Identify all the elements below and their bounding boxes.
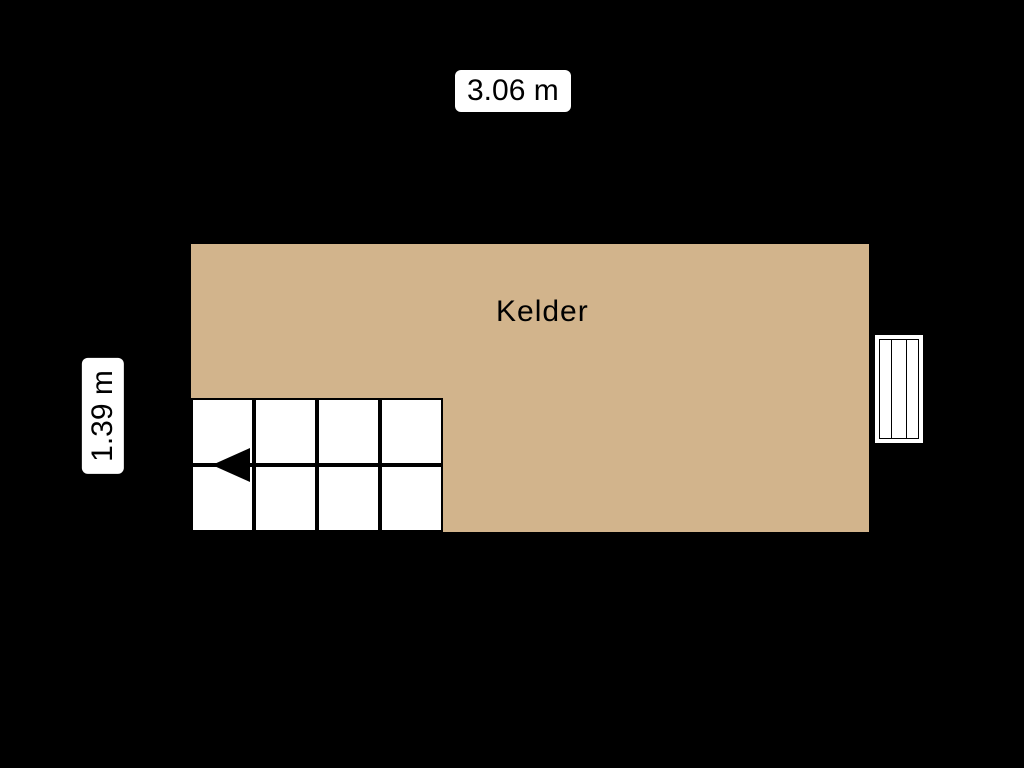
stair-step	[317, 465, 380, 532]
stair-step	[317, 398, 380, 465]
dimension-width-label: 3.06 m	[455, 70, 571, 112]
stairs-direction-arrow-line	[250, 464, 415, 466]
floorplan-canvas: 3.06 m 1.39 m Kelder	[0, 0, 1024, 768]
dimension-height-label: 1.39 m	[82, 358, 124, 474]
stair-step	[380, 398, 443, 465]
stair-step	[254, 465, 317, 532]
window	[875, 335, 923, 443]
stair-step	[380, 465, 443, 532]
window-sash	[891, 339, 907, 439]
stair-step	[254, 398, 317, 465]
stairs-direction-arrow-head	[212, 448, 250, 482]
room-label: Kelder	[496, 295, 589, 329]
